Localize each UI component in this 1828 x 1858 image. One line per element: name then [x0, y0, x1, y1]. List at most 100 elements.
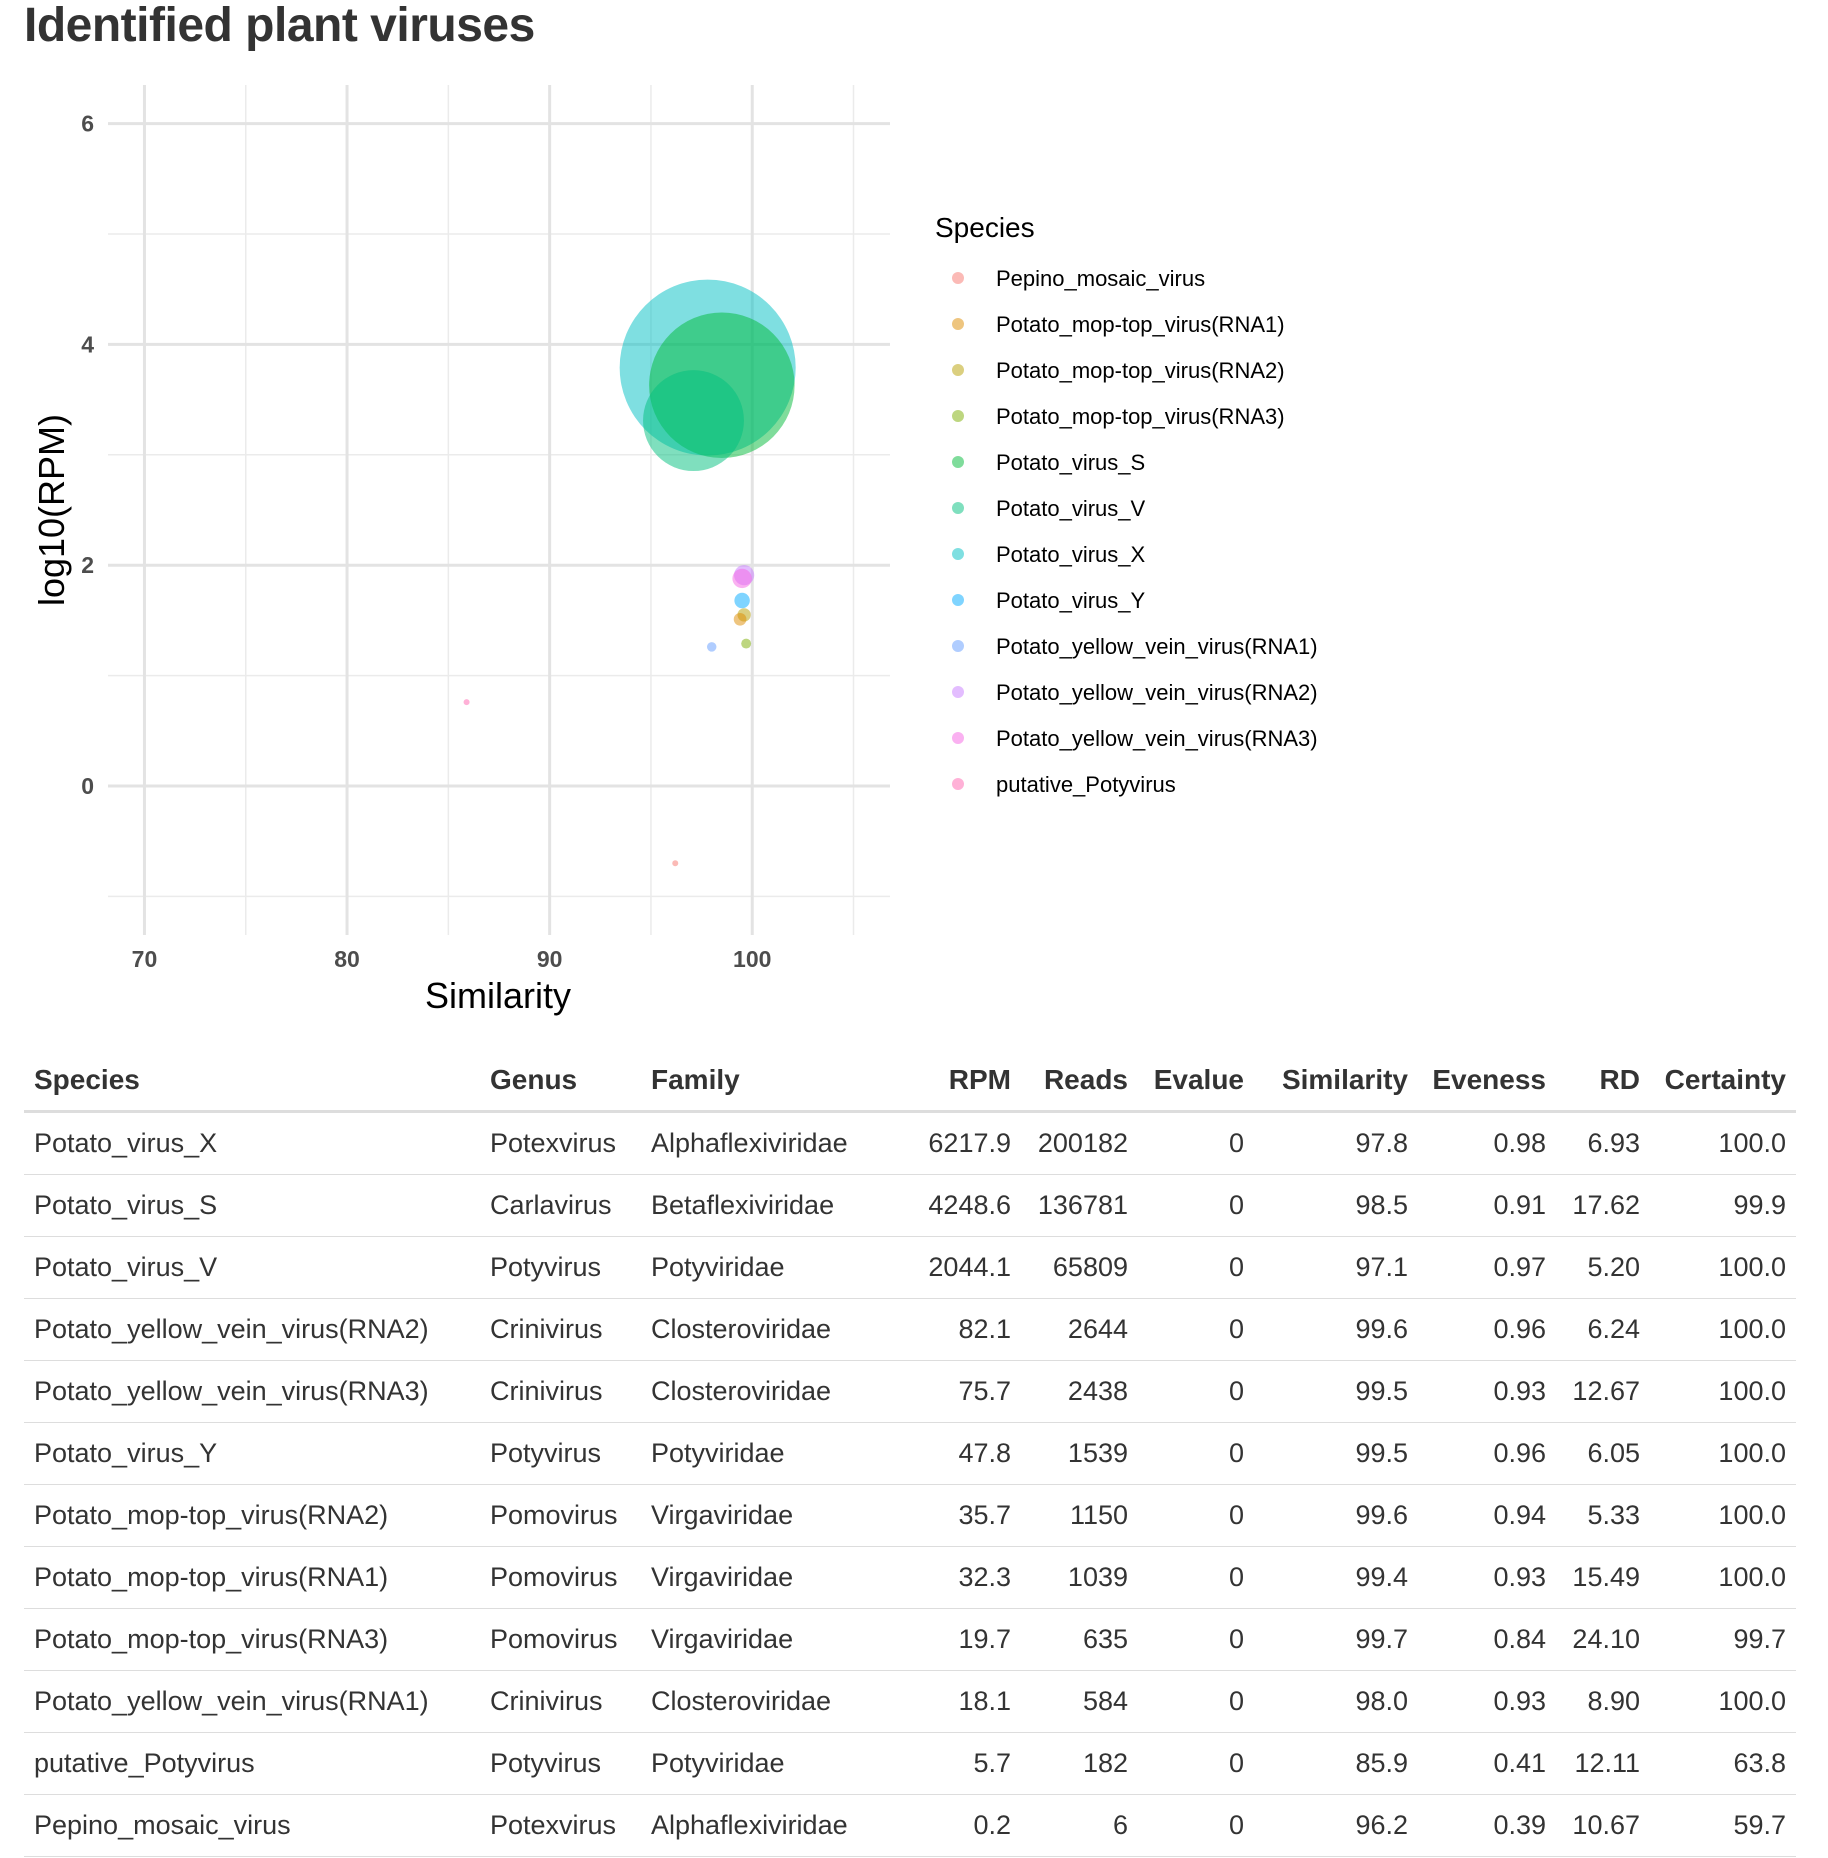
cell-genus: Crinivirus	[480, 1298, 641, 1361]
cell-rpm: 35.7	[913, 1484, 1021, 1547]
chart-legend: Species Pepino_mosaic_virus Potato_mop-to…	[935, 212, 1318, 797]
legend-label: Potato_yellow_vein_virus(RNA2)	[996, 680, 1318, 705]
data-point-potato-yellow-vein-virus-rna3	[732, 568, 752, 589]
table-row: Potato_virus_S Carlavirus Betaflexiviridae…	[24, 1174, 1796, 1237]
cell-species: Potato_virus_X	[24, 1111, 480, 1175]
cell-eveness: 0.93	[1418, 1360, 1556, 1423]
table-row: Potato_virus_X Potexvirus Alphaflexivirida…	[24, 1111, 1796, 1175]
data-point-potato-yellow-vein-virus-rna1	[706, 642, 717, 652]
table-row: Potato_yellow_vein_virus(RNA2) Crinivirus…	[24, 1298, 1796, 1361]
cell-eveness: 0.94	[1418, 1484, 1556, 1547]
cell-genus: Potyvirus	[480, 1422, 641, 1485]
cell-family: Alphaflexiviridae	[641, 1111, 913, 1175]
y-tick-label: 2	[81, 552, 94, 578]
x-tick-label: 80	[334, 946, 360, 972]
cell-eveness: 0.97	[1418, 1236, 1556, 1299]
legend-label: Potato_yellow_vein_virus(RNA1)	[996, 634, 1318, 659]
legend-key	[952, 640, 964, 652]
cell-evalue: 0	[1138, 1608, 1254, 1671]
cell-reads: 635	[1021, 1608, 1138, 1671]
data-point-pepino-mosaic-virus	[672, 860, 679, 867]
cell-genus: Potyvirus	[480, 1236, 641, 1299]
data-point-putative-potyvirus	[463, 699, 470, 706]
cell-reads: 200182	[1021, 1111, 1138, 1175]
cell-eveness: 0.96	[1418, 1422, 1556, 1485]
table-header-row: Species Genus Family RPM Reads Evalue Similari…	[24, 1050, 1796, 1113]
cell-species: Potato_yellow_vein_virus(RNA2)	[24, 1298, 480, 1361]
data-point-potato-virus-v	[643, 370, 744, 472]
cell-family: Closteroviridae	[641, 1298, 913, 1361]
legend-label: putative_Potyvirus	[996, 772, 1176, 797]
cell-eveness: 0.93	[1418, 1670, 1556, 1733]
cell-family: Closteroviridae	[641, 1360, 913, 1423]
cell-rd: 12.67	[1556, 1360, 1650, 1423]
column-header-reads: Reads	[1021, 1050, 1138, 1113]
column-header-eveness: Eveness	[1418, 1050, 1556, 1113]
cell-rd: 10.67	[1556, 1794, 1650, 1857]
cell-similarity: 99.6	[1254, 1298, 1418, 1361]
cell-reads: 65809	[1021, 1236, 1138, 1299]
legend-key	[952, 318, 964, 330]
cell-reads: 584	[1021, 1670, 1138, 1733]
cell-species: Potato_virus_V	[24, 1236, 480, 1299]
x-axis-title: Similarity	[425, 975, 571, 1016]
cell-rpm: 32.3	[913, 1546, 1021, 1609]
cell-family: Virgaviridae	[641, 1608, 913, 1671]
cell-rd: 12.11	[1556, 1732, 1650, 1795]
cell-rpm: 82.1	[913, 1298, 1021, 1361]
cell-eveness: 0.98	[1418, 1111, 1556, 1175]
cell-eveness: 0.39	[1418, 1794, 1556, 1857]
cell-rpm: 2044.1	[913, 1236, 1021, 1299]
table-row: Potato_mop-top_virus(RNA3) Pomovirus Virga…	[24, 1608, 1796, 1671]
y-tick-label: 0	[81, 773, 94, 799]
cell-rpm: 6217.9	[913, 1111, 1021, 1175]
legend-label: Potato_virus_X	[996, 542, 1146, 567]
legend-key	[952, 778, 964, 790]
cell-certainty: 99.7	[1650, 1608, 1796, 1671]
cell-certainty: 100.0	[1650, 1298, 1796, 1361]
cell-family: Virgaviridae	[641, 1484, 913, 1547]
cell-certainty: 100.0	[1650, 1670, 1796, 1733]
x-tick-label: 90	[537, 946, 563, 972]
cell-species: putative_Potyvirus	[24, 1732, 480, 1795]
column-header-certainty: Certainty	[1650, 1050, 1796, 1113]
cell-certainty: 100.0	[1650, 1111, 1796, 1175]
legend-key	[952, 732, 964, 744]
column-header-evalue: Evalue	[1138, 1050, 1254, 1113]
cell-reads: 2438	[1021, 1360, 1138, 1423]
cell-genus: Carlavirus	[480, 1174, 641, 1237]
y-tick-label: 6	[81, 111, 94, 137]
chart-points	[463, 279, 796, 867]
cell-rpm: 4248.6	[913, 1174, 1021, 1237]
cell-rd: 5.33	[1556, 1484, 1650, 1547]
cell-family: Potyviridae	[641, 1236, 913, 1299]
cell-certainty: 100.0	[1650, 1360, 1796, 1423]
cell-similarity: 97.1	[1254, 1236, 1418, 1299]
data-point-potato-mop-top-virus-rna3	[741, 638, 752, 649]
cell-eveness: 0.41	[1418, 1732, 1556, 1795]
cell-rpm: 75.7	[913, 1360, 1021, 1423]
column-header-species: Species	[24, 1050, 480, 1113]
legend-key	[952, 456, 964, 468]
cell-family: Closteroviridae	[641, 1670, 913, 1733]
cell-certainty: 100.0	[1650, 1484, 1796, 1547]
legend-key	[952, 594, 964, 606]
legend-key	[952, 410, 964, 422]
cell-genus: Crinivirus	[480, 1360, 641, 1423]
cell-rpm: 47.8	[913, 1422, 1021, 1485]
column-header-rd: RD	[1556, 1050, 1650, 1113]
cell-genus: Crinivirus	[480, 1670, 641, 1733]
cell-reads: 1150	[1021, 1484, 1138, 1547]
table-row: Pepino_mosaic_virus Potexvirus Alphaflexiv…	[24, 1794, 1796, 1857]
data-point-potato-mop-top-virus-rna1	[733, 612, 747, 626]
legend-label: Potato_virus_S	[996, 450, 1145, 475]
cell-similarity: 98.0	[1254, 1670, 1418, 1733]
table-row: Potato_yellow_vein_virus(RNA3) Crinivirus…	[24, 1360, 1796, 1423]
cell-species: Pepino_mosaic_virus	[24, 1794, 480, 1857]
cell-species: Potato_yellow_vein_virus(RNA1)	[24, 1670, 480, 1733]
bubble-chart: 70 80 90 100 0 2 4 6 Similarity log10(RPM) Spec…	[31, 85, 1318, 1016]
cell-family: Virgaviridae	[641, 1546, 913, 1609]
cell-species: Potato_virus_S	[24, 1174, 480, 1237]
cell-similarity: 85.9	[1254, 1732, 1418, 1795]
cell-evalue: 0	[1138, 1422, 1254, 1485]
